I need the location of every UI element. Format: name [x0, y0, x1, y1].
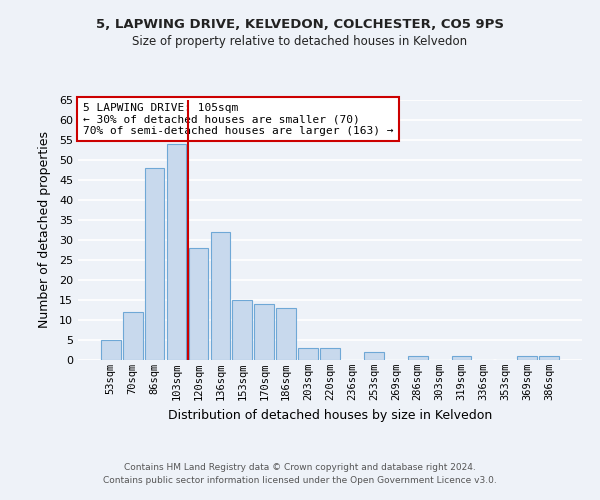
- Bar: [364, 352, 384, 360]
- Bar: [539, 356, 559, 360]
- Text: Size of property relative to detached houses in Kelvedon: Size of property relative to detached ho…: [133, 35, 467, 48]
- Y-axis label: Number of detached properties: Number of detached properties: [38, 132, 50, 328]
- Bar: [211, 232, 230, 360]
- Bar: [452, 356, 472, 360]
- X-axis label: Distribution of detached houses by size in Kelvedon: Distribution of detached houses by size …: [168, 408, 492, 422]
- Text: Contains HM Land Registry data © Crown copyright and database right 2024.
Contai: Contains HM Land Registry data © Crown c…: [103, 464, 497, 485]
- Text: 5 LAPWING DRIVE: 105sqm
← 30% of detached houses are smaller (70)
70% of semi-de: 5 LAPWING DRIVE: 105sqm ← 30% of detache…: [83, 102, 394, 136]
- Text: 5, LAPWING DRIVE, KELVEDON, COLCHESTER, CO5 9PS: 5, LAPWING DRIVE, KELVEDON, COLCHESTER, …: [96, 18, 504, 30]
- Bar: [123, 312, 143, 360]
- Bar: [254, 304, 274, 360]
- Bar: [408, 356, 428, 360]
- Bar: [517, 356, 537, 360]
- Bar: [188, 248, 208, 360]
- Bar: [232, 300, 252, 360]
- Bar: [320, 348, 340, 360]
- Bar: [167, 144, 187, 360]
- Bar: [101, 340, 121, 360]
- Bar: [276, 308, 296, 360]
- Bar: [298, 348, 318, 360]
- Bar: [145, 168, 164, 360]
